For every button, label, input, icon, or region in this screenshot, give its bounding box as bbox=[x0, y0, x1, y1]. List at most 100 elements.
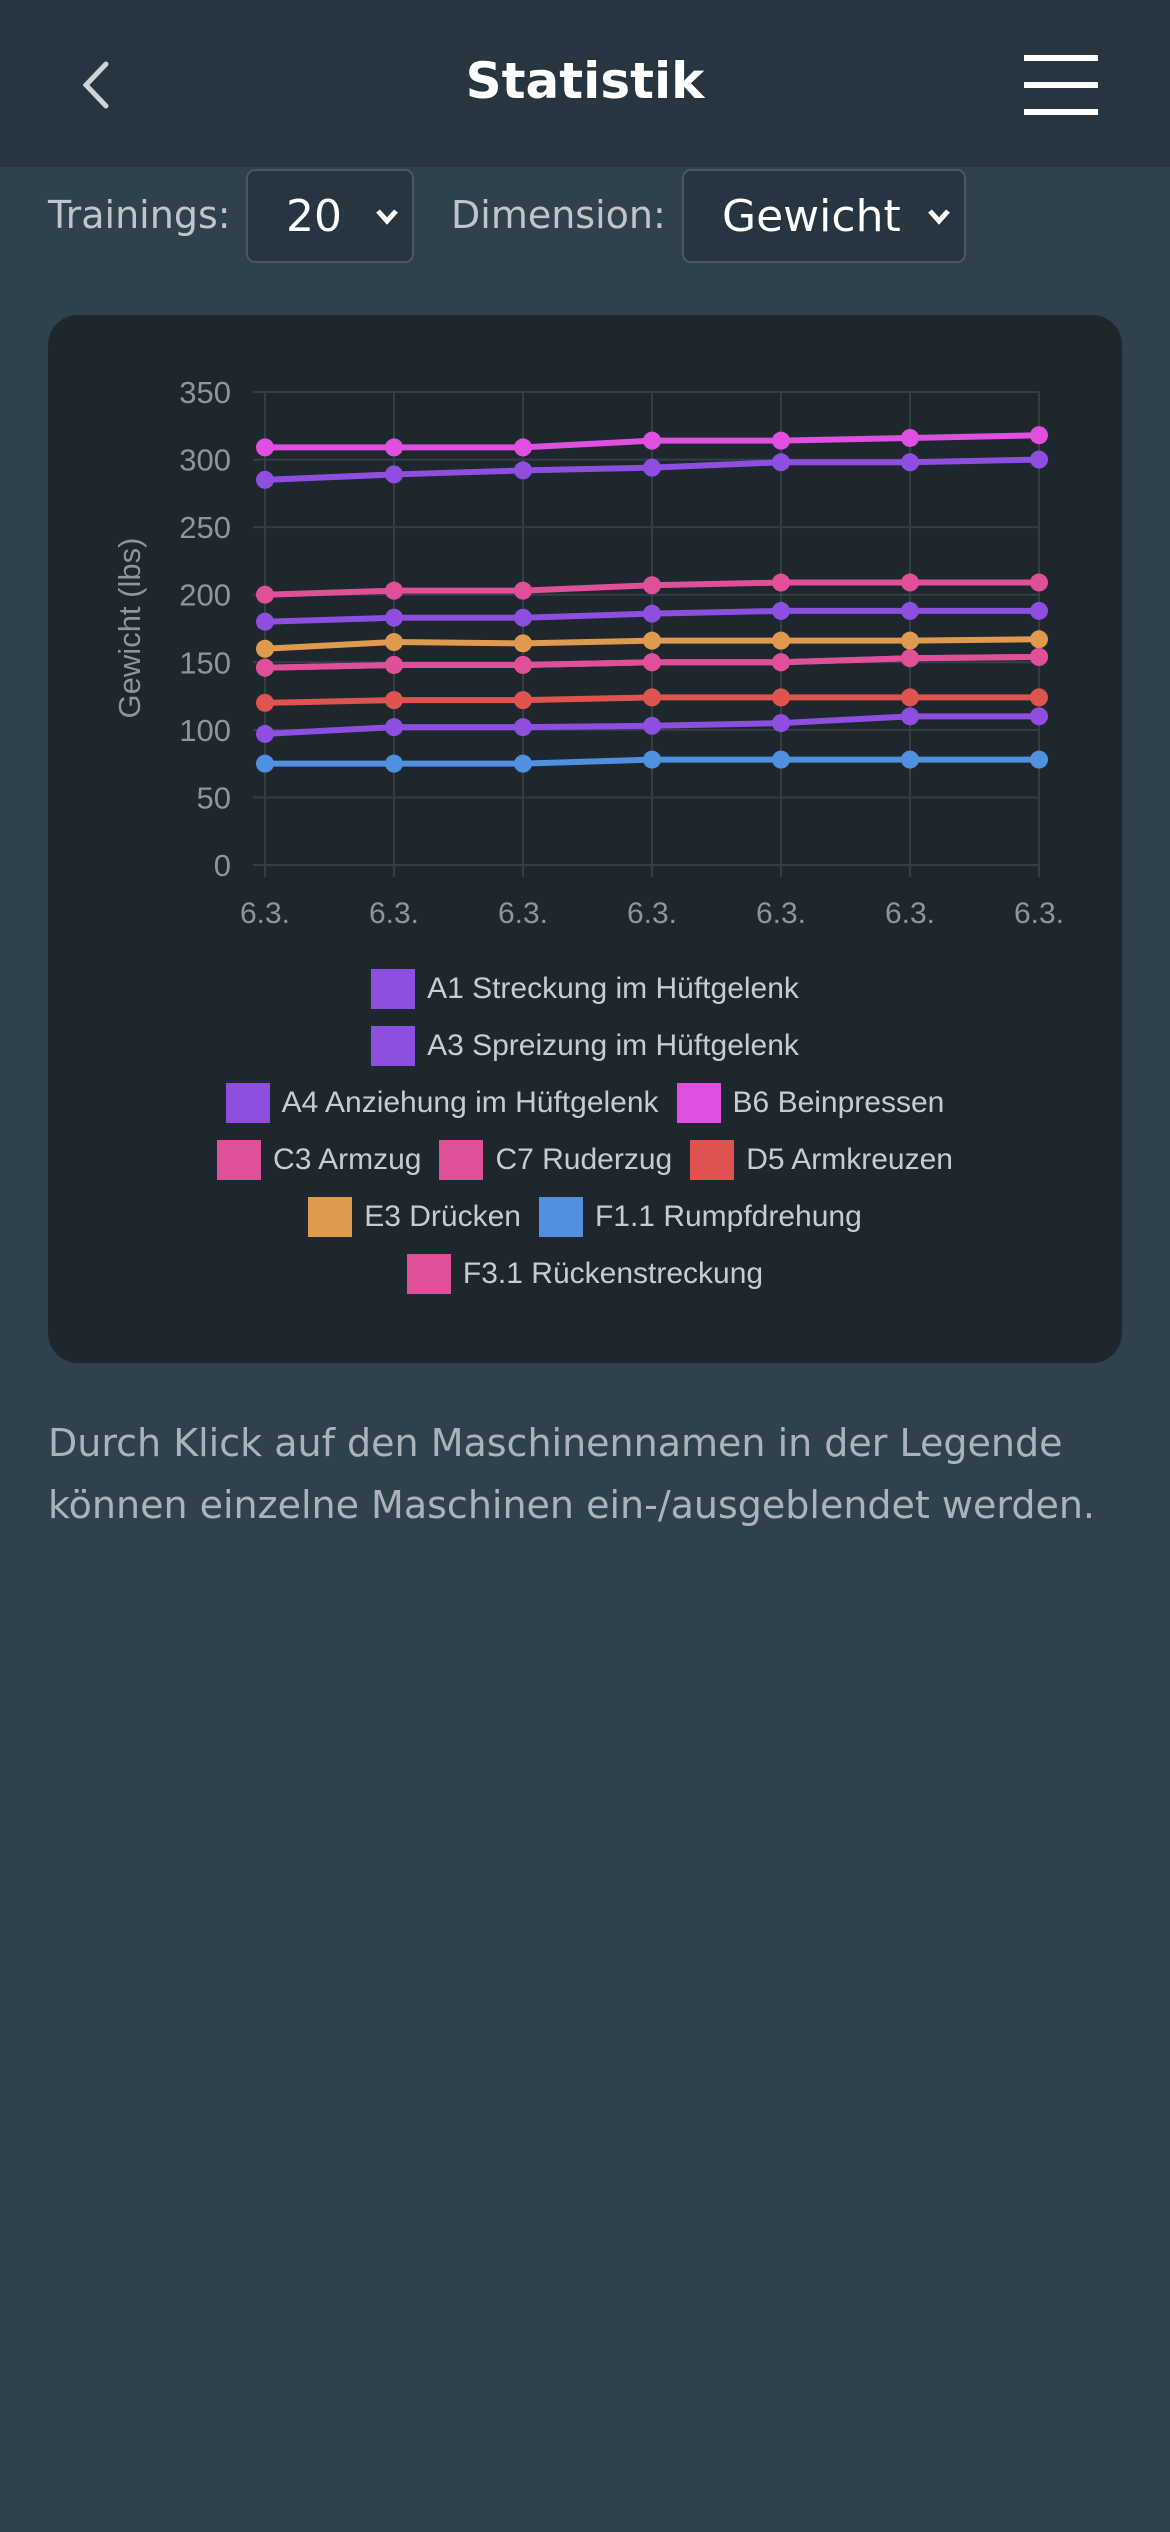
data-point bbox=[643, 431, 661, 450]
data-point bbox=[514, 754, 532, 773]
data-point bbox=[514, 655, 532, 674]
y-tick-label: 300 bbox=[179, 443, 231, 478]
data-point bbox=[385, 465, 403, 484]
dimension-select-value: Gewicht bbox=[722, 191, 901, 242]
legend-label: B6 Beinpressen bbox=[732, 1085, 945, 1119]
data-point bbox=[772, 714, 790, 733]
data-point bbox=[772, 431, 790, 450]
data-point bbox=[643, 716, 661, 735]
data-point bbox=[256, 693, 274, 712]
legend-label: D5 Armkreuzen bbox=[746, 1142, 953, 1176]
y-tick-label: 0 bbox=[214, 848, 231, 883]
hamburger-menu-icon-line bbox=[1024, 82, 1098, 88]
data-point bbox=[772, 453, 790, 472]
legend-row: A4 Anziehung im Hüftgelenk B6 Beinpressen bbox=[48, 1074, 1122, 1131]
legend-item[interactable]: E3 Drücken bbox=[308, 1196, 521, 1237]
data-point bbox=[643, 631, 661, 650]
legend-label: A3 Spreizung im Hüftgelenk bbox=[427, 1028, 799, 1062]
legend-item[interactable]: A3 Spreizung im Hüftgelenk bbox=[371, 1025, 799, 1066]
data-point bbox=[385, 633, 403, 652]
legend-color-swatch bbox=[308, 1196, 353, 1237]
legend-color-swatch bbox=[676, 1082, 721, 1123]
legend-row: E3 Drücken F1.1 Rumpfdrehung bbox=[48, 1188, 1122, 1245]
data-point bbox=[1030, 573, 1048, 592]
trainings-label: Trainings: bbox=[48, 193, 231, 237]
data-point bbox=[256, 658, 274, 677]
legend-label: F1.1 Rumpfdrehung bbox=[594, 1199, 862, 1233]
data-point bbox=[385, 581, 403, 600]
data-point bbox=[514, 691, 532, 710]
data-point bbox=[1030, 750, 1048, 769]
legend-label: A1 Streckung im Hüftgelenk bbox=[427, 971, 799, 1005]
legend-item[interactable]: C7 Ruderzug bbox=[439, 1139, 673, 1180]
data-point bbox=[385, 718, 403, 737]
data-point bbox=[901, 649, 919, 668]
data-point bbox=[643, 750, 661, 769]
data-point bbox=[256, 612, 274, 631]
legend-color-swatch bbox=[371, 1025, 416, 1066]
data-point bbox=[901, 707, 919, 726]
data-point bbox=[901, 573, 919, 592]
y-tick-label: 200 bbox=[179, 578, 231, 613]
chart-legend: A1 Streckung im Hüftgelenk A3 Spreizung i… bbox=[48, 960, 1122, 1302]
data-point bbox=[901, 453, 919, 472]
data-point bbox=[256, 438, 274, 457]
data-point bbox=[256, 754, 274, 773]
y-axis-label: Gewicht (lbs) bbox=[112, 538, 147, 719]
y-tick-label: 150 bbox=[179, 645, 231, 680]
data-point bbox=[772, 631, 790, 650]
y-tick-label: 350 bbox=[179, 375, 231, 410]
data-point bbox=[901, 428, 919, 447]
data-point bbox=[256, 585, 274, 604]
data-point bbox=[772, 750, 790, 769]
legend-row: A3 Spreizung im Hüftgelenk bbox=[48, 1017, 1122, 1074]
legend-item[interactable]: B6 Beinpressen bbox=[676, 1082, 945, 1123]
dimension-label: Dimension: bbox=[451, 193, 666, 237]
legend-color-swatch bbox=[690, 1139, 735, 1180]
y-tick-label: 50 bbox=[197, 780, 231, 815]
legend-label: C7 Ruderzug bbox=[495, 1142, 673, 1176]
legend-row: C3 Armzug C7 Ruderzug D5 Armkreuzen bbox=[48, 1131, 1122, 1188]
x-tick-label: 6.3. bbox=[627, 897, 677, 930]
data-point bbox=[643, 604, 661, 623]
legend-item[interactable]: F1.1 Rumpfdrehung bbox=[538, 1196, 862, 1237]
data-point bbox=[1030, 426, 1048, 445]
legend-hint-text: Durch Klick auf den Maschinennamen in de… bbox=[48, 1421, 1095, 1527]
back-button[interactable] bbox=[70, 50, 130, 120]
data-point bbox=[256, 639, 274, 658]
legend-item[interactable]: D5 Armkreuzen bbox=[690, 1139, 953, 1180]
data-point bbox=[1030, 707, 1048, 726]
legend-row: F3.1 Rückenstreckung bbox=[48, 1245, 1122, 1302]
data-point bbox=[901, 750, 919, 769]
data-point bbox=[514, 461, 532, 480]
dimension-select[interactable]: Gewicht bbox=[682, 169, 966, 263]
trainings-select[interactable]: 20 bbox=[246, 169, 414, 263]
legend-row: A1 Streckung im Hüftgelenk bbox=[48, 960, 1122, 1017]
data-point bbox=[643, 458, 661, 477]
menu-button[interactable] bbox=[1024, 55, 1100, 117]
data-point bbox=[1030, 601, 1048, 620]
data-point bbox=[772, 688, 790, 707]
data-point bbox=[514, 581, 532, 600]
data-point bbox=[514, 718, 532, 737]
legend-item[interactable]: C3 Armzug bbox=[217, 1139, 422, 1180]
data-point bbox=[1030, 688, 1048, 707]
data-point bbox=[514, 634, 532, 653]
legend-label: E3 Drücken bbox=[364, 1199, 521, 1233]
x-tick-label: 6.3. bbox=[1014, 897, 1064, 930]
data-point bbox=[385, 438, 403, 457]
legend-item[interactable]: A1 Streckung im Hüftgelenk bbox=[371, 968, 799, 1009]
x-tick-label: 6.3. bbox=[240, 897, 290, 930]
hamburger-menu-icon-line bbox=[1024, 109, 1098, 115]
legend-label: C3 Armzug bbox=[273, 1142, 422, 1176]
legend-item[interactable]: F3.1 Rückenstreckung bbox=[406, 1253, 763, 1294]
data-point bbox=[643, 653, 661, 672]
data-point bbox=[385, 754, 403, 773]
x-tick-label: 6.3. bbox=[369, 897, 419, 930]
y-tick-label: 100 bbox=[179, 713, 231, 748]
x-tick-label: 6.3. bbox=[756, 897, 806, 930]
page-title: Statistik bbox=[465, 52, 705, 110]
hamburger-menu-icon bbox=[1024, 55, 1098, 61]
trainings-select-value: 20 bbox=[286, 191, 342, 242]
legend-item[interactable]: A4 Anziehung im Hüftgelenk bbox=[225, 1082, 659, 1123]
